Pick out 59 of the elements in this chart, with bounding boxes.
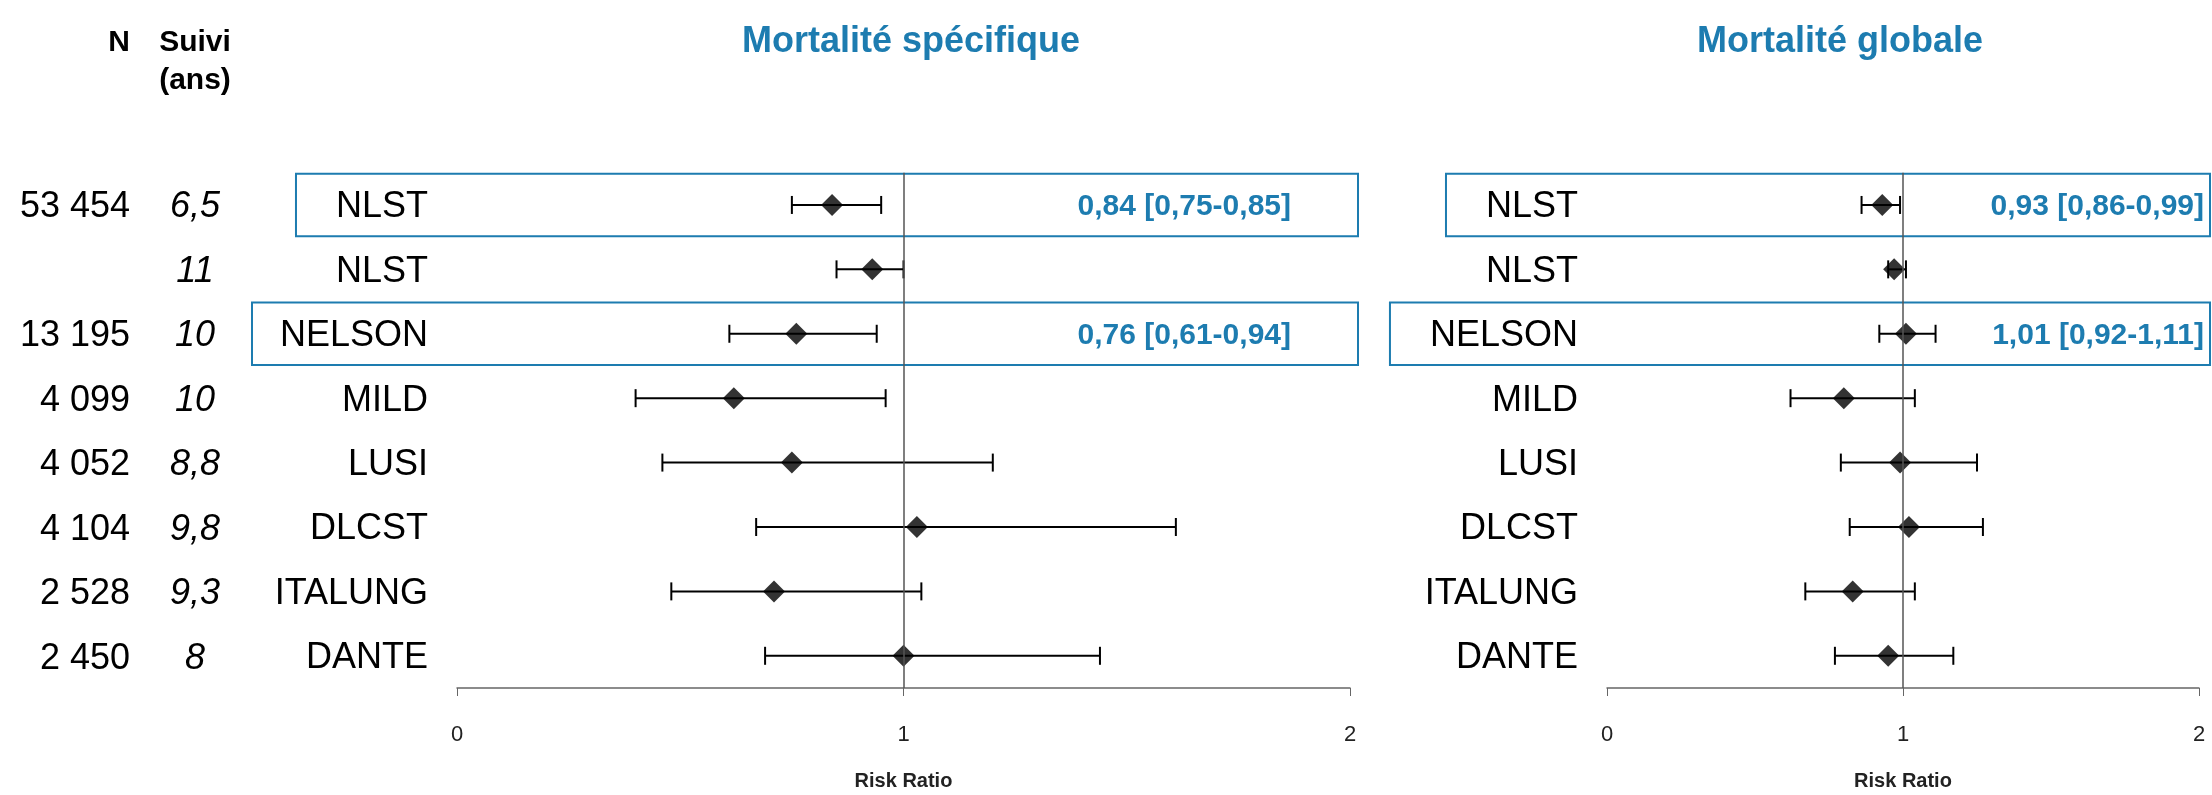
y-tick-label: DANTE (305, 635, 428, 677)
y-tick-label: DLCST (309, 506, 428, 548)
point (1897, 515, 1920, 538)
point (722, 387, 745, 410)
y-tick-label: DLCST (1459, 506, 1578, 548)
text: 4 099 (39, 377, 130, 419)
x-tick-label: 1 (897, 720, 910, 746)
category-label: N (107, 23, 130, 59)
annotation: 0,93 [0,86-0,99] (1990, 188, 2204, 222)
text: 4 104 (39, 506, 130, 548)
x-tick-label: 1 (1896, 720, 1910, 746)
y-tick-label: LUSI (1497, 442, 1578, 484)
x-tick-label: 2 (2192, 720, 2206, 746)
chart-title: Mortalité spécifique (742, 18, 1081, 60)
point (821, 193, 844, 216)
annotation: 0,84 [0,75-0,85] (1077, 188, 1291, 222)
x-tick-label: 0 (450, 720, 464, 746)
y-tick-label: MILD (1491, 377, 1578, 419)
y-tick-label: NLST (335, 184, 428, 226)
text: 2 450 (39, 635, 130, 677)
text: 2 528 (39, 571, 130, 612)
text: 10 (174, 313, 216, 354)
x-tick-label: 0 (1600, 720, 1614, 746)
y-tick-label: DANTE (1455, 635, 1578, 677)
point (1871, 193, 1894, 216)
point (1841, 580, 1864, 603)
category-label: Suivi (ans) (158, 23, 232, 97)
text: 10 (174, 377, 216, 419)
text: 9,3 (169, 571, 221, 612)
point (905, 515, 928, 538)
y-tick-label: NLST (1485, 184, 1578, 226)
text: 9,8 (169, 506, 221, 548)
y-tick-label: ITALUNG (274, 570, 428, 612)
text: 8,8 (169, 442, 221, 483)
point (861, 258, 884, 281)
y-tick-label: NLST (1485, 248, 1578, 290)
y-tick-label: ITALUNG (1424, 570, 1578, 612)
point (1877, 644, 1900, 667)
y-tick-label: NLST (335, 248, 428, 290)
annotation: 0,76 [0,61-0,94] (1077, 317, 1291, 351)
point (780, 451, 803, 474)
x-axis-title: Risk Ratio (1854, 769, 1952, 791)
x-tick-label: 2 (1343, 720, 1357, 746)
text: 11 (176, 248, 214, 290)
text: 4 052 (39, 442, 130, 483)
point (785, 322, 808, 345)
text: 6,5 (169, 184, 221, 225)
text: 53 454 (19, 184, 130, 225)
y-tick-label: NELSON (279, 313, 428, 355)
point (763, 580, 786, 603)
x-axis-title: Risk Ratio (854, 769, 953, 791)
chart-title: Mortalité globale (1697, 18, 1984, 60)
text: 8 (184, 635, 206, 677)
y-tick-label: LUSI (347, 442, 428, 484)
y-tick-label: MILD (341, 377, 428, 419)
point (1832, 387, 1855, 410)
text: 13 195 (19, 313, 130, 354)
annotation: 1,01 [0,92-1,11] (1992, 317, 2204, 351)
y-tick-label: NELSON (1429, 313, 1578, 355)
